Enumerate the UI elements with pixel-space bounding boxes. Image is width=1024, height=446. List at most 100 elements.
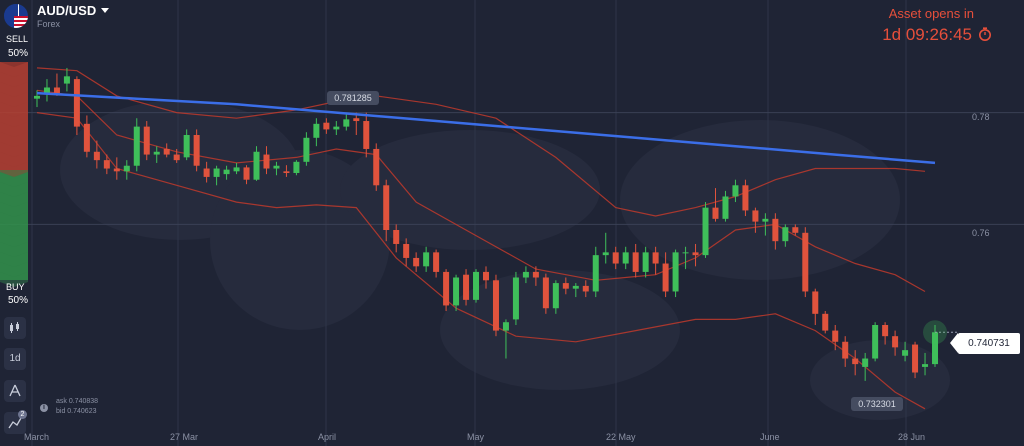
sentiment-chevron-icon (0, 162, 28, 177)
sentiment-chevron-icon (0, 72, 28, 87)
candle-body (453, 277, 460, 306)
candle-body (483, 271, 489, 281)
candle-body (413, 257, 420, 267)
candle-body (892, 336, 899, 348)
sentiment-chevron-icon (0, 142, 28, 157)
sentiment-chevron-icon (0, 122, 28, 137)
candle-body (93, 151, 100, 161)
sentiment-chevron-icon (0, 262, 28, 277)
candle-body (213, 168, 220, 177)
candle-body (63, 76, 70, 84)
candle-body (872, 325, 879, 359)
candle-body (203, 168, 210, 177)
instrument-header[interactable]: AUD/USD Forex (0, 0, 300, 34)
timeframe-button[interactable]: 1d (4, 348, 26, 370)
candle-body (782, 227, 789, 242)
candle-body (582, 285, 589, 292)
candle-body (353, 118, 360, 122)
candle-body (303, 137, 310, 162)
candle-body (672, 252, 679, 292)
timer-icon (979, 27, 991, 41)
candle-body (732, 185, 739, 197)
candle-body (403, 243, 410, 258)
candle-body (532, 271, 539, 278)
candle-body (902, 350, 909, 356)
candle-body (852, 358, 859, 365)
candle-body (882, 325, 889, 337)
candle-body (113, 168, 120, 172)
candle-body (243, 167, 250, 180)
indicator-count-badge: 2 (18, 410, 27, 419)
buy-sentiment-bar (0, 170, 28, 280)
candle-body (193, 135, 200, 166)
instrument-title[interactable]: AUD/USD (37, 3, 97, 18)
candle-body (363, 121, 370, 149)
candle-body (682, 252, 689, 254)
candle-body (143, 126, 150, 155)
candle-body (133, 126, 140, 166)
instrument-category: Forex (37, 19, 61, 29)
candle-body (263, 154, 270, 169)
x-tick-label: 27 Mar (170, 432, 199, 442)
chevron-down-icon[interactable] (101, 8, 109, 13)
sentiment-chevron-icon (0, 102, 28, 117)
candle-body (313, 123, 320, 138)
candle-body (43, 87, 50, 94)
candle-body (572, 285, 579, 289)
candle-body (712, 207, 719, 219)
candle-body (273, 165, 280, 169)
candle-body (922, 364, 929, 367)
candle-body (53, 87, 60, 94)
candle-body (562, 283, 569, 289)
candle-body (692, 252, 699, 256)
candle-body (822, 313, 829, 331)
candle-body (33, 95, 40, 99)
x-tick-label: April (318, 432, 337, 442)
sell-sentiment-bar (0, 62, 28, 170)
map-region (440, 270, 680, 390)
sentiment-chevron-icon (0, 242, 28, 257)
candle-body (642, 252, 649, 272)
candle-body (552, 283, 559, 309)
candle-body (333, 126, 340, 130)
sentiment-chevron-icon (0, 172, 28, 187)
min-price-label: 0.732301 (851, 397, 903, 411)
currency-flag-icon (4, 4, 28, 28)
candle-body (912, 344, 919, 373)
chart-type-button[interactable] (4, 317, 26, 339)
ask-value: ask 0.740838 (56, 398, 99, 405)
x-tick-label: 28 Jun (898, 432, 926, 442)
candles-icon (10, 322, 19, 333)
sentiment-chevron-icon (0, 82, 28, 97)
candle-body (792, 227, 799, 233)
indicators-button[interactable] (4, 380, 26, 402)
sentiment-chevron-icon (0, 232, 28, 247)
candle-body (762, 218, 769, 222)
candle-body (802, 232, 809, 292)
candle-body (393, 230, 400, 244)
sentiment-chevron-icon (0, 112, 28, 127)
sell-label: SELL (6, 34, 29, 44)
map-region (620, 120, 900, 280)
sentiment-chevron-icon (0, 252, 28, 267)
candle-body (772, 218, 779, 242)
info-icon[interactable]: i (40, 404, 48, 412)
candle-body (73, 79, 80, 127)
sentiment-chevron-icon (0, 272, 28, 287)
candle-body (722, 196, 729, 219)
sentiment-chevron-icon (0, 182, 28, 197)
map-region (340, 130, 600, 250)
candle-body (463, 274, 470, 300)
current-price-tag: 0.740731 (950, 333, 1020, 354)
candle-body (542, 277, 549, 309)
candle-body (443, 271, 450, 306)
x-tick-label: June (760, 432, 780, 442)
candle-body (233, 167, 240, 172)
candle-body (283, 171, 290, 173)
candle-body (592, 255, 599, 292)
countdown-timer: 1d 09:26:45 (882, 25, 972, 44)
x-tick-label: 22 May (606, 432, 636, 442)
candle-body (512, 277, 519, 320)
candle-body (153, 151, 160, 155)
